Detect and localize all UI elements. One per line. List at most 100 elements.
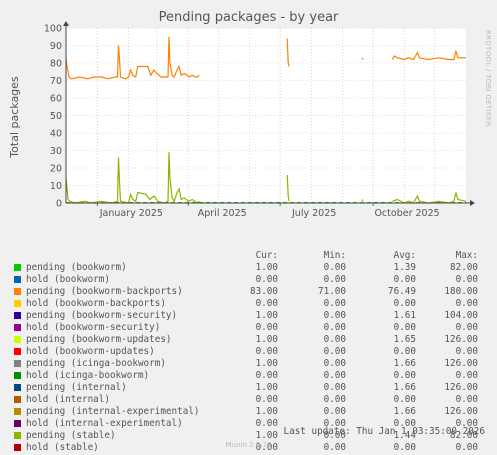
legend-min: 0.00 xyxy=(323,310,346,321)
y-tick-label: 60 xyxy=(50,94,62,105)
legend-cur: 1.00 xyxy=(255,310,278,321)
x-tick-label: January 2025 xyxy=(99,208,163,219)
legend-avg: 1.66 xyxy=(393,406,416,417)
legend-avg: 0.00 xyxy=(393,370,416,381)
legend-min: 0.00 xyxy=(323,358,346,369)
legend-name: pending (stable) xyxy=(26,430,116,441)
legend-row: pending (bookworm) 1.00 0.00 1.39 82.00 xyxy=(12,262,492,274)
legend-min: 0.00 xyxy=(323,370,346,381)
legend-max: 0.00 xyxy=(455,274,478,285)
legend-min: 0.00 xyxy=(323,418,346,429)
legend-max: 0.00 xyxy=(455,322,478,333)
legend-cur: 83.00 xyxy=(250,286,278,297)
legend-cur: 0.00 xyxy=(255,322,278,333)
legend-swatch xyxy=(14,288,21,295)
legend-row: hold (bookworm) 0.00 0.00 0.00 0.00 xyxy=(12,274,492,286)
legend-avg: 0.00 xyxy=(393,322,416,333)
legend-avg: 1.44 xyxy=(393,430,416,441)
col-max-header: Max: xyxy=(455,250,478,261)
y-tick-label: 80 xyxy=(50,59,62,70)
legend-row: hold (internal) 0.00 0.00 0.00 0.00 xyxy=(12,394,492,406)
legend-cur: 1.00 xyxy=(255,358,278,369)
legend-max: 126.00 xyxy=(444,382,478,393)
legend-max: 0.00 xyxy=(455,442,478,453)
legend-name: hold (stable) xyxy=(26,442,99,453)
legend-max: 82.00 xyxy=(450,262,478,273)
y-tick-label: 70 xyxy=(50,76,62,87)
series-line xyxy=(286,174,290,202)
legend-name: hold (internal-experimental) xyxy=(26,418,183,429)
legend-name: pending (internal-experimental) xyxy=(26,406,200,417)
legend-swatch xyxy=(14,396,21,403)
legend-min: 0.00 xyxy=(323,262,346,273)
y-tick-label: 40 xyxy=(50,129,62,140)
legend-cur: 0.00 xyxy=(255,418,278,429)
legend-min: 0.00 xyxy=(323,322,346,333)
legend-table: Cur: Min: Avg: Max: pending (bookworm) 1.… xyxy=(12,250,492,454)
legend-max: 0.00 xyxy=(455,346,478,357)
col-avg-header: Avg: xyxy=(393,250,416,261)
legend-swatch xyxy=(14,276,21,283)
legend-row: pending (bookworm-security) 1.00 0.00 1.61 1… xyxy=(12,310,492,322)
legend-cur: 0.00 xyxy=(255,274,278,285)
legend-name: hold (bookworm-security) xyxy=(26,322,161,333)
legend-avg: 0.00 xyxy=(393,346,416,357)
y-tick-label: 0 xyxy=(56,199,62,210)
legend-name: hold (bookworm-backports) xyxy=(26,298,166,309)
legend-swatch xyxy=(14,360,21,367)
legend-min: 71.00 xyxy=(318,286,346,297)
legend-name: pending (bookworm-backports) xyxy=(26,286,183,297)
legend-avg: 76.49 xyxy=(388,286,416,297)
legend-max: 0.00 xyxy=(455,418,478,429)
y-tick-label: 90 xyxy=(50,41,62,52)
legend-name: pending (bookworm-security) xyxy=(26,310,178,321)
legend-swatch xyxy=(14,432,21,439)
legend-cur: 1.00 xyxy=(255,382,278,393)
legend-name: hold (bookworm-updates) xyxy=(26,346,155,357)
legend-min: 0.00 xyxy=(323,430,346,441)
legend-swatch xyxy=(14,300,21,307)
legend-swatch xyxy=(14,264,21,271)
legend-row: pending (bookworm-backports) 83.00 71.00 76… xyxy=(12,286,492,298)
legend-cur: 1.00 xyxy=(255,406,278,417)
col-min-header: Min: xyxy=(323,250,346,261)
x-tick-label: October 2025 xyxy=(374,208,439,219)
munin-version: Munin 2.0.73 xyxy=(225,441,272,449)
legend-max: 82.00 xyxy=(450,430,478,441)
legend-name: pending (icinga-bookworm) xyxy=(26,358,166,369)
legend-max: 180.00 xyxy=(444,286,478,297)
legend-min: 0.00 xyxy=(323,382,346,393)
legend-swatch xyxy=(14,384,21,391)
series-line xyxy=(65,36,200,80)
y-tick-label: 100 xyxy=(44,24,62,35)
legend-name: hold (internal) xyxy=(26,394,110,405)
legend-swatch xyxy=(14,420,21,427)
chart-title: Pending packages - by year xyxy=(158,10,339,25)
legend-name: pending (internal) xyxy=(26,382,127,393)
legend-max: 126.00 xyxy=(444,334,478,345)
legend-swatch xyxy=(14,444,21,451)
legend-min: 0.00 xyxy=(323,298,346,309)
legend-avg: 1.65 xyxy=(393,334,416,345)
legend-cur: 1.00 xyxy=(255,334,278,345)
legend-avg: 0.00 xyxy=(393,274,416,285)
x-tick-label: July 2025 xyxy=(291,208,336,219)
legend-max: 0.00 xyxy=(455,370,478,381)
legend-swatch xyxy=(14,336,21,343)
series-line xyxy=(361,57,364,60)
legend-row: pending (bookworm-updates) 1.00 0.00 1.65 12… xyxy=(12,334,492,346)
legend-row: hold (bookworm-security) 0.00 0.00 0.00 0.00 xyxy=(12,322,492,334)
series-line xyxy=(286,38,290,67)
y-tick-label: 20 xyxy=(50,164,62,175)
legend-min: 0.00 xyxy=(323,334,346,345)
legend-row: pending (stable) 1.00 0.00 1.44 82.00 xyxy=(12,430,492,442)
legend-row: hold (icinga-bookworm) 0.00 0.00 0.00 0.00 xyxy=(12,370,492,382)
legend-max: 104.00 xyxy=(444,310,478,321)
x-axis-arrow xyxy=(470,200,475,206)
legend-avg: 1.39 xyxy=(393,262,416,273)
legend-row: hold (bookworm-backports) 0.00 0.00 0.00 0.0… xyxy=(12,298,492,310)
rrdtool-watermark: RRDTOOL / TOBI OETIKER xyxy=(484,30,492,127)
legend-cur: 0.00 xyxy=(255,442,278,453)
legend-row: pending (internal) 1.00 0.00 1.66 126.00 xyxy=(12,382,492,394)
legend-swatch xyxy=(14,348,21,355)
